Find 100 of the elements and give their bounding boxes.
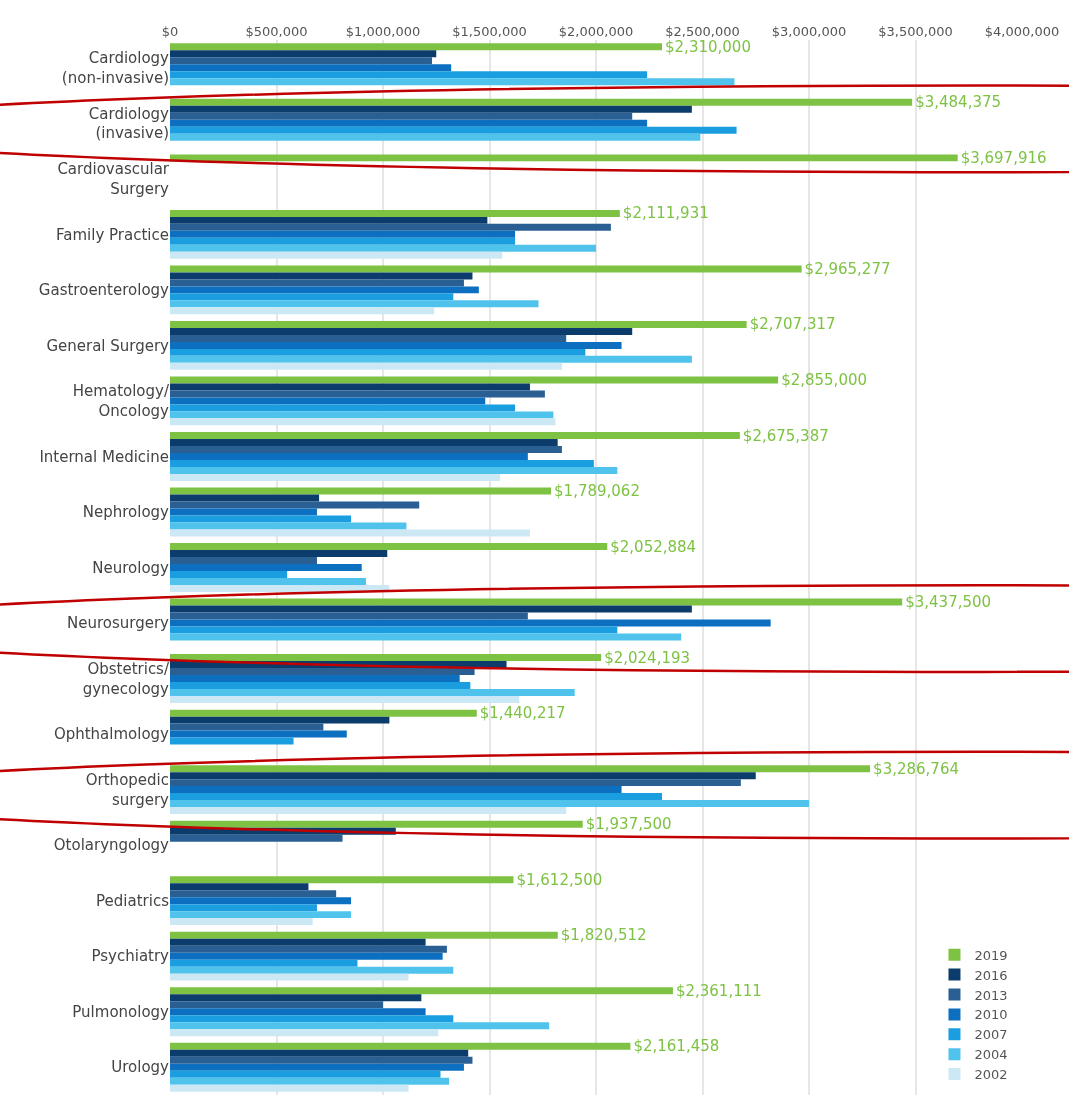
- bar: [170, 71, 648, 79]
- bar: [170, 383, 530, 391]
- bar: [170, 675, 460, 683]
- data-label: $3,286,764: [873, 759, 959, 778]
- bar: [170, 1070, 441, 1078]
- bar: [170, 334, 567, 342]
- data-label: $3,484,375: [915, 93, 1002, 112]
- bar: [170, 1029, 439, 1037]
- bar: [170, 938, 426, 946]
- bar: [170, 716, 390, 724]
- bar: [170, 612, 528, 620]
- bar: [170, 598, 903, 606]
- bar: [170, 411, 554, 419]
- y-tick-label: Urology: [111, 1058, 170, 1077]
- bar: [170, 890, 337, 898]
- bar: [170, 876, 514, 884]
- bar: [170, 244, 596, 252]
- bar: [170, 1001, 383, 1009]
- bar: [170, 230, 516, 238]
- legend-label: 2019: [974, 947, 1008, 963]
- bar: [170, 251, 503, 259]
- bar: [170, 577, 366, 585]
- data-label: $2,111,931: [622, 204, 709, 223]
- bar: [170, 807, 567, 815]
- bar: [170, 1063, 464, 1071]
- x-tick-label: $4,000,000: [984, 24, 1060, 40]
- bar: [170, 973, 409, 981]
- bar: [170, 786, 622, 794]
- bar: [170, 133, 701, 141]
- y-tick-label: Psychiatry: [91, 947, 170, 966]
- legend-label: 2013: [974, 987, 1008, 1003]
- bar: [170, 543, 608, 551]
- y-tick-label: Cardiology (invasive): [88, 104, 170, 143]
- data-label: $2,855,000: [781, 370, 868, 389]
- bar: [170, 550, 388, 558]
- y-tick-label: Internal Medicine: [39, 447, 169, 466]
- bar: [170, 50, 437, 58]
- y-tick-label: Family Practice: [56, 225, 169, 244]
- bar: [170, 279, 464, 287]
- bar: [170, 730, 347, 738]
- bar: [170, 78, 735, 86]
- bar: [170, 445, 562, 453]
- data-label: $2,675,387: [742, 426, 829, 445]
- y-tick-label: Cardiology (non-invasive): [61, 49, 170, 87]
- bar: [170, 237, 516, 245]
- bar: [170, 723, 324, 731]
- data-label: $3,697,916: [960, 148, 1047, 167]
- bar: [170, 772, 756, 780]
- bar: [170, 1008, 426, 1016]
- bar: [170, 341, 622, 349]
- bar: [170, 119, 648, 127]
- bar: [170, 931, 558, 939]
- data-label: $1,612,500: [516, 870, 603, 889]
- bar: [170, 216, 488, 224]
- bar: [170, 605, 692, 613]
- bar: [170, 307, 435, 315]
- bar: [170, 64, 452, 72]
- bar: [170, 1022, 550, 1030]
- x-tick-label: $2,500,000: [665, 24, 740, 40]
- x-tick-label: $1,000,000: [345, 24, 421, 40]
- x-tick-label: $3,000,000: [771, 24, 847, 40]
- legend-label: 2007: [974, 1027, 1008, 1043]
- bar: [170, 529, 530, 537]
- y-tick-label: Obstetrics/ gynecology: [82, 660, 170, 698]
- bar: [170, 98, 913, 106]
- x-tick-label: $2,000,000: [558, 24, 634, 40]
- bar: [170, 709, 477, 717]
- bar: [170, 487, 552, 495]
- data-label: $1,820,512: [560, 926, 647, 945]
- bar: [170, 223, 611, 231]
- bar: [170, 43, 663, 51]
- y-tick-label: Nephrology: [82, 503, 170, 522]
- y-tick-label: Otolaryngology: [53, 836, 170, 855]
- data-label: $3,437,500: [905, 593, 992, 612]
- bar: [170, 800, 809, 808]
- data-label: $2,161,458: [633, 1037, 720, 1056]
- bar: [170, 779, 741, 787]
- data-label: $2,052,884: [610, 537, 697, 556]
- x-tick-label: $500,000: [245, 24, 308, 40]
- bar: [170, 522, 407, 530]
- bar: [170, 911, 352, 919]
- bar: [170, 418, 556, 426]
- bar: [170, 126, 737, 134]
- y-tick-label: Pediatrics: [96, 891, 170, 910]
- data-label: $2,707,317: [749, 315, 836, 334]
- bar: [170, 945, 447, 953]
- bar: [170, 1015, 454, 1023]
- bar: [170, 584, 390, 592]
- legend-label: 2010: [974, 1007, 1008, 1023]
- bar: [170, 820, 583, 828]
- bar: [170, 682, 471, 690]
- bar: [170, 668, 475, 676]
- bar: [170, 466, 618, 474]
- data-label: $2,310,000: [665, 37, 751, 56]
- bar: [170, 112, 633, 120]
- bar: [170, 272, 473, 280]
- bar: [170, 293, 454, 301]
- legend-label: 2016: [974, 967, 1008, 983]
- bar: [170, 348, 586, 356]
- y-tick-label: Gastroenterology: [38, 281, 170, 300]
